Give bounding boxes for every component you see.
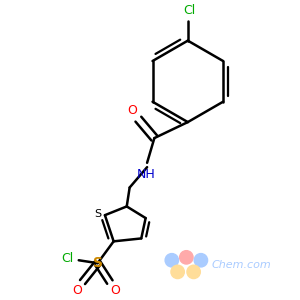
Text: O: O — [110, 284, 120, 296]
Circle shape — [194, 254, 208, 267]
Circle shape — [187, 265, 200, 279]
Text: O: O — [127, 104, 137, 117]
Text: NH: NH — [136, 168, 155, 181]
Text: O: O — [72, 284, 82, 296]
Text: Cl: Cl — [183, 4, 195, 17]
Circle shape — [180, 250, 193, 264]
Text: S: S — [93, 256, 103, 270]
Text: S: S — [94, 209, 101, 219]
Text: Cl: Cl — [61, 252, 74, 265]
Text: Chem.com: Chem.com — [211, 260, 271, 270]
Circle shape — [171, 265, 184, 279]
Circle shape — [165, 254, 178, 267]
